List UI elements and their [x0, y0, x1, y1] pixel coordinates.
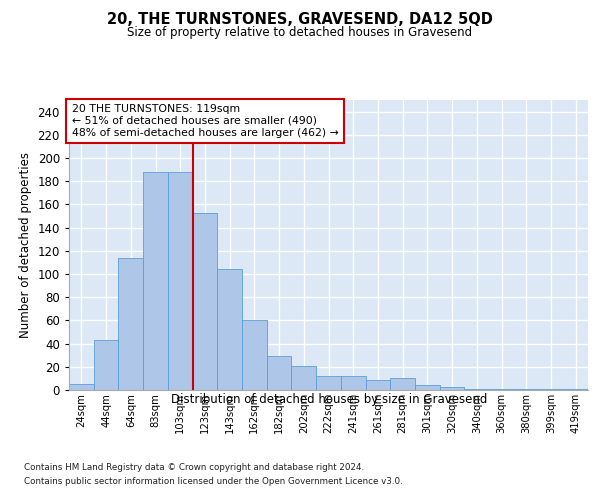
Bar — [365, 380, 390, 390]
Bar — [341, 376, 365, 390]
Bar — [489, 389, 514, 390]
Text: Contains public sector information licensed under the Open Government Licence v3: Contains public sector information licen… — [24, 478, 403, 486]
Text: 20 THE TURNSTONES: 119sqm
← 51% of detached houses are smaller (490)
48% of semi: 20 THE TURNSTONES: 119sqm ← 51% of detac… — [71, 104, 338, 138]
Bar — [242, 320, 267, 390]
Bar — [292, 366, 316, 390]
Bar — [316, 376, 341, 390]
Bar — [143, 172, 168, 390]
Bar — [440, 386, 464, 390]
Bar — [563, 389, 588, 390]
Bar — [514, 389, 539, 390]
Text: Contains HM Land Registry data © Crown copyright and database right 2024.: Contains HM Land Registry data © Crown c… — [24, 462, 364, 471]
Y-axis label: Number of detached properties: Number of detached properties — [19, 152, 32, 338]
Bar — [390, 378, 415, 390]
Bar — [464, 389, 489, 390]
Bar — [94, 340, 118, 390]
Bar — [217, 270, 242, 390]
Text: Size of property relative to detached houses in Gravesend: Size of property relative to detached ho… — [127, 26, 473, 39]
Text: Distribution of detached houses by size in Gravesend: Distribution of detached houses by size … — [170, 392, 487, 406]
Bar — [193, 212, 217, 390]
Bar — [168, 172, 193, 390]
Text: 20, THE TURNSTONES, GRAVESEND, DA12 5QD: 20, THE TURNSTONES, GRAVESEND, DA12 5QD — [107, 12, 493, 28]
Bar — [539, 389, 563, 390]
Bar — [267, 356, 292, 390]
Bar — [69, 384, 94, 390]
Bar — [415, 386, 440, 390]
Bar — [118, 258, 143, 390]
